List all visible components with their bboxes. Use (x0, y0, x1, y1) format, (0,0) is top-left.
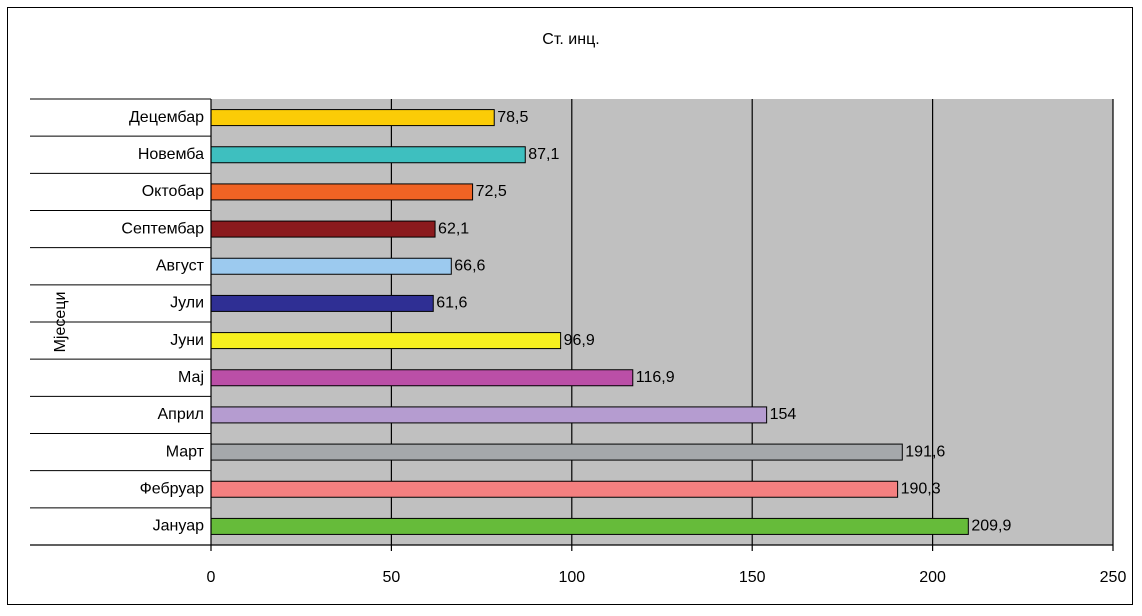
tick-label: 150 (739, 569, 766, 586)
data-label: 191,6 (905, 443, 945, 460)
data-label: 116,9 (636, 369, 675, 386)
category-label: Април (157, 406, 204, 423)
tick-label: 0 (207, 569, 216, 586)
category-label: Јули (170, 295, 204, 312)
bars: 209,9 190,3 191,6 154 116,9 96,9 61,6 66,6 62,1 7… (210, 109, 1011, 535)
data-label: 61,6 (436, 295, 467, 312)
bar (210, 480, 899, 498)
category-label: Фебруар (140, 480, 204, 497)
bar (210, 220, 436, 238)
data-label: 154 (770, 406, 797, 423)
data-label: 72,5 (476, 183, 507, 200)
plot-area (211, 99, 1113, 545)
category-label: Септембар (121, 220, 204, 237)
category-label: Децембар (129, 109, 204, 126)
tick-label: 200 (919, 569, 946, 586)
y-axis-title: Мјесеци (52, 292, 69, 353)
category-label: Јануар (153, 518, 204, 535)
chart-title: Ст. инц. (542, 31, 600, 48)
bar (210, 183, 474, 201)
bar (210, 257, 452, 275)
category-label: Октобар (142, 183, 204, 200)
bar (210, 369, 634, 387)
data-label: 190,3 (901, 480, 941, 497)
bar (210, 332, 562, 350)
data-label: 66,6 (454, 257, 485, 274)
data-label: 78,5 (497, 109, 528, 126)
tick-label: 50 (383, 569, 401, 586)
x-axis-ticks: 0 50 100 150 200 250 (207, 545, 1127, 586)
category-label: Мај (178, 369, 204, 386)
category-label: Јуни (170, 332, 204, 349)
data-label: 87,1 (528, 146, 559, 163)
bar (210, 517, 969, 535)
bar (210, 406, 768, 424)
bar (210, 109, 495, 127)
category-label: Август (156, 257, 205, 274)
data-label: 209,9 (971, 518, 1011, 535)
tick-label: 250 (1100, 569, 1127, 586)
grid-lines (390, 99, 1114, 545)
bar (210, 294, 434, 312)
bar (210, 443, 903, 461)
bar (210, 146, 526, 164)
tick-label: 100 (558, 569, 585, 586)
category-label: Март (166, 443, 205, 460)
category-label: Новемба (138, 146, 204, 163)
data-label: 62,1 (438, 220, 469, 237)
data-label: 96,9 (564, 332, 595, 349)
category-labels: Јануар Фебруар Март Април Мај Јуни Јули Август С… (30, 98, 1113, 546)
